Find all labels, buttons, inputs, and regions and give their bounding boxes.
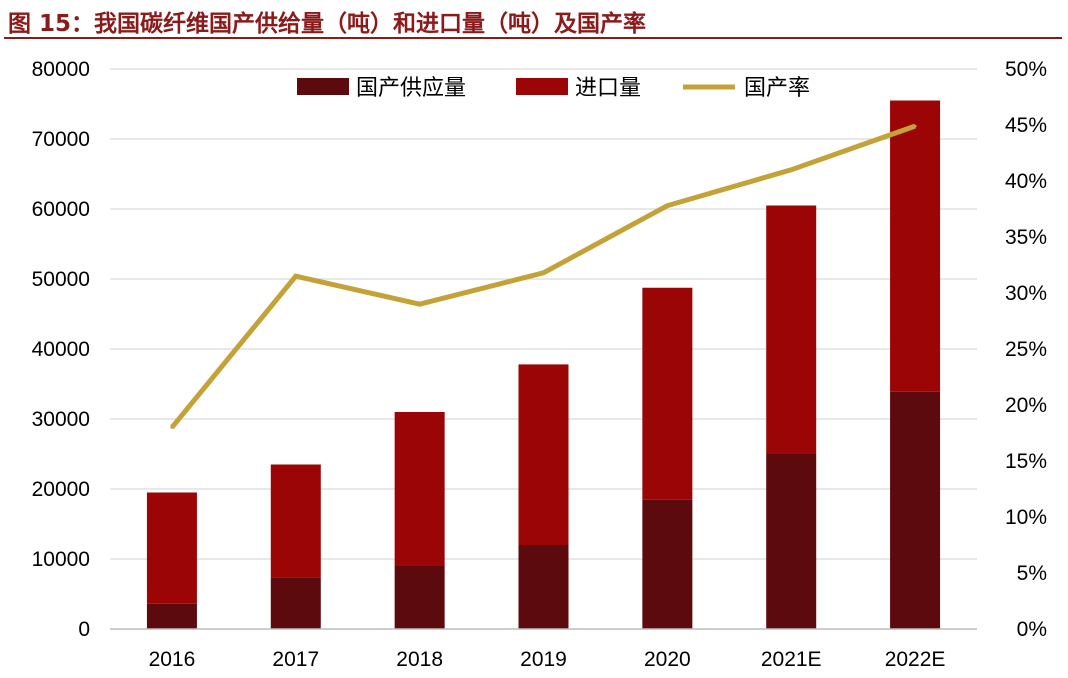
title-rule	[4, 37, 1062, 39]
x-tick-label: 2017	[272, 648, 319, 671]
legend-marker-bar	[297, 78, 349, 95]
legend-label: 国产率	[744, 76, 810, 101]
figure-header: 图 15：我国碳纤维国产供给量（吨）和进口量（吨）及国产率	[0, 0, 1068, 40]
y-left-tick-label: 60000	[32, 198, 90, 221]
bar-domestic-supply	[270, 577, 321, 629]
y-right-tick-label: 5%	[1017, 562, 1047, 585]
y-right-tick-label: 50%	[1005, 58, 1047, 81]
line-point	[294, 274, 298, 278]
x-tick-label: 2022E	[885, 648, 946, 671]
bar-domestic-supply	[766, 454, 817, 629]
x-tick-label: 2018	[396, 648, 443, 671]
figure-title: 图 15：我国碳纤维国产供给量（吨）和进口量（吨）及国产率	[8, 11, 647, 37]
line-point	[913, 124, 917, 128]
x-tick-label: 2019	[520, 648, 567, 671]
y-left-tick-label: 10000	[32, 548, 90, 571]
line-point	[542, 271, 545, 275]
legend-layer: 国产供应量 进口量 国产率	[297, 76, 810, 101]
bar-domestic-supply	[642, 499, 693, 629]
bar-import	[518, 364, 569, 545]
y-left-tick-label: 50000	[32, 268, 90, 291]
y-left-tick-label: 80000	[32, 58, 90, 81]
line-point	[170, 425, 174, 429]
bar-domestic-supply	[394, 566, 445, 629]
bar-import	[890, 100, 941, 392]
y-right-tick-label: 35%	[1005, 226, 1047, 249]
legend-label: 进口量	[575, 76, 641, 101]
bar-domestic-supply	[890, 391, 941, 629]
y-left-tick-label: 30000	[32, 408, 90, 431]
bar-import	[146, 492, 197, 604]
y-right-tick-label: 45%	[1005, 114, 1047, 137]
line-point	[665, 204, 669, 208]
line-point	[418, 302, 422, 306]
bar-import	[642, 287, 693, 500]
y-right-tick-label: 10%	[1005, 506, 1047, 529]
x-tick-label: 2021E	[761, 648, 822, 671]
y-left-tick-label: 40000	[32, 338, 90, 361]
bar-import	[394, 412, 445, 566]
bar-domestic-supply	[518, 545, 569, 629]
y-right-tick-label: 15%	[1005, 450, 1047, 473]
x-tick-label: 2016	[149, 648, 196, 671]
bar-import	[270, 464, 321, 578]
y-left-tick-label: 20000	[32, 478, 90, 501]
legend-marker-bar	[516, 78, 568, 95]
line-layer	[169, 123, 917, 429]
y-right-tick-label: 30%	[1005, 282, 1047, 305]
bar-layer	[146, 100, 941, 629]
y-left-tick-label: 0	[78, 618, 90, 641]
line-point	[789, 168, 793, 172]
y-right-tick-label: 25%	[1005, 338, 1047, 361]
y-right-tick-label: 0%	[1017, 618, 1047, 641]
bar-domestic-supply	[146, 603, 197, 629]
y-right-tick-label: 20%	[1005, 394, 1047, 417]
x-tick-label: 2020	[644, 648, 691, 671]
y-left-tick-label: 70000	[32, 128, 90, 151]
bar-import	[766, 205, 817, 454]
y-right-tick-label: 40%	[1005, 170, 1047, 193]
legend-label: 国产供应量	[356, 76, 466, 101]
axis-layer: 0 10000 20000 30000 40000 50000 60000 70000 8000…	[32, 58, 1047, 671]
